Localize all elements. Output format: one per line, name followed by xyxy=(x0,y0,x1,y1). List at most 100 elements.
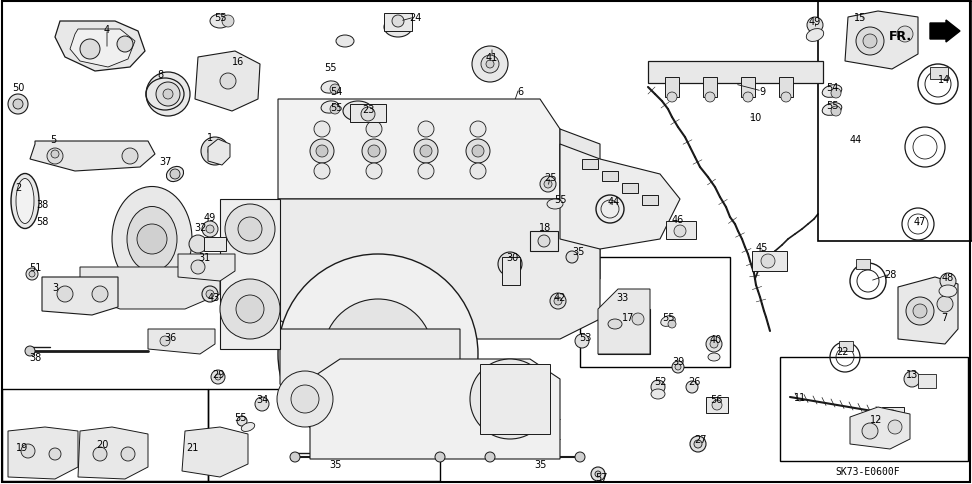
Text: 55: 55 xyxy=(324,63,336,73)
Bar xyxy=(741,78,755,98)
Bar xyxy=(706,397,728,413)
Ellipse shape xyxy=(708,353,720,361)
Polygon shape xyxy=(560,145,680,249)
Bar xyxy=(582,160,598,170)
Circle shape xyxy=(595,471,601,477)
Polygon shape xyxy=(220,199,280,349)
Circle shape xyxy=(208,145,222,159)
Polygon shape xyxy=(42,277,118,316)
Text: 58: 58 xyxy=(36,216,49,227)
Circle shape xyxy=(937,296,953,312)
Ellipse shape xyxy=(661,316,676,327)
Circle shape xyxy=(694,440,702,448)
Circle shape xyxy=(906,297,934,325)
Ellipse shape xyxy=(11,174,39,229)
Bar xyxy=(703,78,717,98)
Bar xyxy=(930,68,948,80)
Text: 35: 35 xyxy=(329,459,341,469)
Ellipse shape xyxy=(321,102,339,114)
Circle shape xyxy=(706,336,722,352)
Text: 46: 46 xyxy=(672,214,684,225)
Polygon shape xyxy=(598,289,650,354)
Circle shape xyxy=(8,95,28,115)
Ellipse shape xyxy=(241,423,255,432)
Circle shape xyxy=(290,452,300,462)
Circle shape xyxy=(236,295,264,323)
Text: 10: 10 xyxy=(749,113,762,123)
Text: 37: 37 xyxy=(158,157,171,166)
Circle shape xyxy=(202,222,218,238)
Ellipse shape xyxy=(127,207,177,272)
Circle shape xyxy=(712,400,722,410)
Circle shape xyxy=(51,151,59,159)
Text: 31: 31 xyxy=(198,253,210,262)
Circle shape xyxy=(904,371,920,387)
Circle shape xyxy=(831,89,841,99)
Text: 50: 50 xyxy=(12,83,24,93)
Polygon shape xyxy=(148,329,215,354)
Circle shape xyxy=(743,93,753,103)
Text: 39: 39 xyxy=(672,356,684,366)
Circle shape xyxy=(913,304,927,318)
Text: 55: 55 xyxy=(233,412,246,422)
Text: 24: 24 xyxy=(409,13,421,23)
Text: 27: 27 xyxy=(694,434,707,444)
Text: 51: 51 xyxy=(29,262,41,272)
Bar xyxy=(2,389,208,481)
Circle shape xyxy=(488,377,532,421)
Polygon shape xyxy=(178,255,235,281)
Circle shape xyxy=(888,420,902,434)
Circle shape xyxy=(668,320,676,328)
Circle shape xyxy=(26,269,38,280)
Circle shape xyxy=(368,146,380,158)
Text: 8: 8 xyxy=(156,70,163,80)
Circle shape xyxy=(414,140,438,164)
Text: 40: 40 xyxy=(710,334,722,344)
Circle shape xyxy=(897,27,913,43)
Bar xyxy=(839,341,853,351)
Circle shape xyxy=(189,236,207,254)
Text: 57: 57 xyxy=(595,472,608,482)
Bar xyxy=(665,78,679,98)
Ellipse shape xyxy=(608,319,622,329)
Text: 29: 29 xyxy=(212,369,225,379)
Text: 35: 35 xyxy=(572,246,584,257)
Circle shape xyxy=(470,164,486,180)
Circle shape xyxy=(163,90,173,100)
Ellipse shape xyxy=(384,18,412,38)
Circle shape xyxy=(472,146,484,158)
Text: 18: 18 xyxy=(538,223,551,232)
Text: 28: 28 xyxy=(884,270,896,279)
Polygon shape xyxy=(278,100,560,199)
Polygon shape xyxy=(30,142,155,172)
Circle shape xyxy=(863,35,877,49)
Circle shape xyxy=(291,385,319,413)
Ellipse shape xyxy=(166,167,184,182)
Polygon shape xyxy=(78,427,148,479)
Circle shape xyxy=(238,217,262,242)
Circle shape xyxy=(366,122,382,138)
Bar xyxy=(818,2,972,242)
Circle shape xyxy=(862,423,878,439)
Circle shape xyxy=(856,28,884,56)
Circle shape xyxy=(314,164,330,180)
Bar xyxy=(648,62,823,84)
Circle shape xyxy=(885,410,899,424)
Polygon shape xyxy=(55,22,145,72)
Circle shape xyxy=(93,447,107,461)
Circle shape xyxy=(392,16,404,28)
Circle shape xyxy=(117,37,133,53)
Text: 38: 38 xyxy=(29,352,41,362)
Ellipse shape xyxy=(822,86,842,98)
Text: 11: 11 xyxy=(794,392,806,402)
Text: 55: 55 xyxy=(826,101,838,111)
Circle shape xyxy=(170,170,180,180)
Polygon shape xyxy=(560,130,600,279)
Circle shape xyxy=(481,56,499,74)
Bar xyxy=(882,407,904,425)
Circle shape xyxy=(255,397,269,411)
Text: 21: 21 xyxy=(186,442,198,452)
Text: 20: 20 xyxy=(96,439,108,449)
Text: 43: 43 xyxy=(208,292,220,302)
Text: 55: 55 xyxy=(214,13,226,23)
